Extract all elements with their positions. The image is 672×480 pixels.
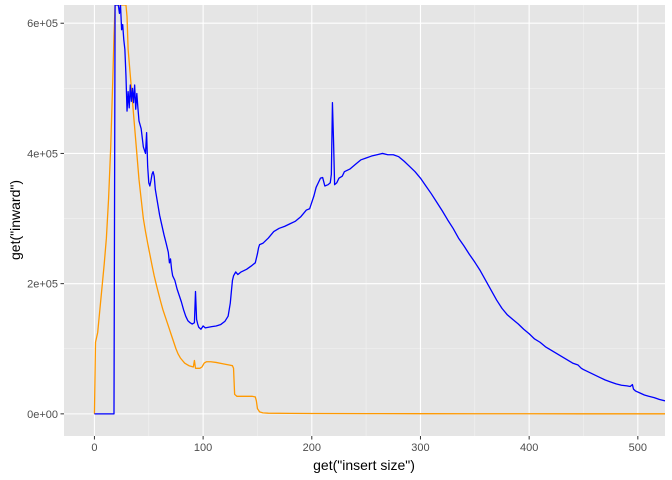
x-tick-label: 0 (91, 442, 97, 454)
x-tick-label: 400 (520, 442, 538, 454)
x-tick-label: 300 (411, 442, 429, 454)
x-tick-label: 100 (194, 442, 212, 454)
minor-grid (64, 5, 665, 436)
axis-ticks (60, 22, 639, 440)
x-tick-labels: 0 100 200 300 400 500 (91, 442, 647, 454)
y-tick-labels: 0e+00 2e+05 4e+05 6e+05 (27, 18, 58, 421)
y-tick-label: 4e+05 (27, 148, 58, 160)
series-layer (93, 5, 665, 415)
y-axis-title: get("inward") (7, 180, 23, 260)
series-line-1 (93, 5, 665, 415)
y-tick-label: 6e+05 (27, 18, 58, 30)
x-axis-title: get("insert size") (313, 457, 415, 473)
y-tick-label: 0e+00 (27, 409, 58, 421)
x-tick-label: 200 (303, 442, 321, 454)
panel-background (64, 5, 665, 436)
x-tick-label: 500 (629, 442, 647, 454)
y-tick-label: 2e+05 (27, 279, 58, 291)
series-line-2 (94, 5, 665, 415)
